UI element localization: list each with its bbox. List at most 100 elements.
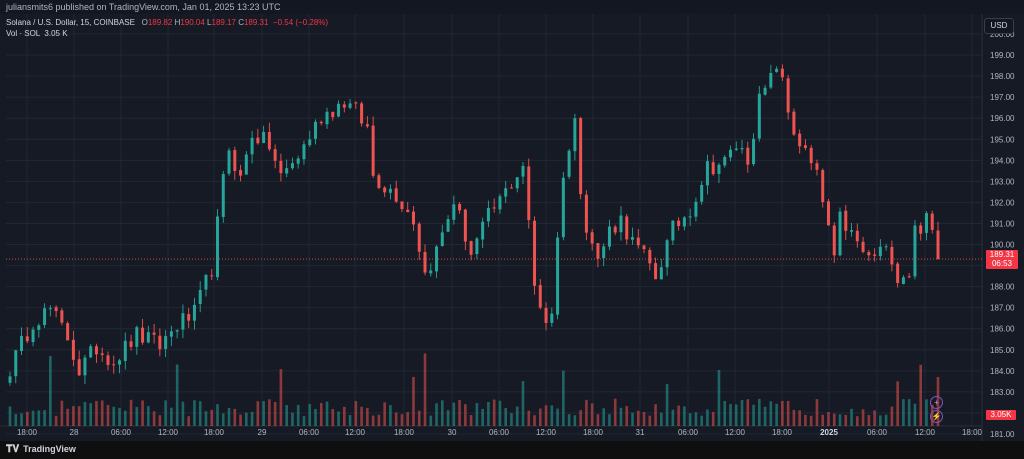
candle-body (613, 226, 617, 233)
candle-body (71, 339, 75, 360)
volume-bar (227, 407, 231, 426)
volume-bar (890, 406, 894, 426)
tradingview-logo[interactable]: 𝐓𝐕 TradingView (6, 444, 76, 455)
volume-bar (654, 404, 657, 426)
candle-body (780, 68, 784, 78)
candle-body (146, 332, 150, 343)
volume-bar (54, 415, 58, 426)
volume-bar (377, 414, 381, 426)
x-tick-label: 12:00 (915, 428, 936, 437)
candle-body (233, 150, 237, 171)
volume-bar (504, 407, 508, 426)
x-tick-label: 06:00 (867, 428, 888, 437)
candle-body (221, 174, 225, 218)
volume-bar (325, 401, 329, 426)
volume-bar (613, 398, 617, 426)
y-tick-label: 184.00 (990, 367, 1015, 376)
y-tick-label: 199.00 (990, 51, 1015, 60)
candle-body (752, 138, 756, 165)
candle-body (717, 164, 721, 174)
volume-bar (14, 414, 18, 426)
candle-body (832, 225, 836, 256)
candle-body (210, 275, 214, 277)
volume-bar (37, 410, 41, 426)
x-tick-label: 12:00 (158, 428, 179, 437)
volume-bar (20, 413, 23, 426)
candle-body (671, 220, 675, 241)
volume-bar (602, 408, 605, 426)
y-tick-label: 196.00 (990, 114, 1015, 123)
volume-bar (429, 415, 433, 426)
candle-body (682, 217, 686, 227)
bar-countdown: 06:53 (991, 259, 1013, 269)
candle-body (792, 111, 796, 135)
volume-label: Vol · SOL (6, 29, 40, 38)
volume-bar (147, 406, 150, 426)
volume-bar (550, 405, 554, 426)
candle-body (855, 230, 859, 242)
volume-bar (752, 404, 755, 426)
candle-body (907, 276, 911, 278)
candle-body (342, 104, 346, 108)
volume-bar (296, 404, 300, 426)
candle-body (826, 201, 830, 226)
lightning-icon[interactable]: ⚡ (930, 410, 943, 423)
volume-bar (498, 400, 502, 426)
candle-body (561, 177, 565, 238)
volume-bar (383, 402, 386, 426)
y-tick-label: 186.00 (990, 325, 1015, 334)
volume-bar (458, 400, 461, 426)
candle-body (204, 274, 208, 290)
y-tick-label: 200.00 (990, 30, 1015, 39)
candle-body (25, 336, 29, 342)
candle-body (458, 203, 462, 211)
volume-bar (527, 410, 531, 426)
volume-bar (360, 406, 363, 426)
candle-body (123, 340, 127, 361)
add-plus-icon[interactable]: + (930, 396, 943, 409)
volume-bar (740, 399, 744, 426)
tradingview-mark-icon: 𝐓𝐕 (6, 444, 20, 455)
candle-body (786, 78, 790, 113)
candle-body (913, 225, 917, 277)
candle-body (354, 102, 358, 104)
volume-bar (106, 405, 110, 426)
candle-body (734, 148, 738, 150)
candle-body (141, 327, 145, 343)
candle-body (648, 249, 652, 264)
candle-body (135, 327, 139, 347)
volume-bar (590, 403, 594, 426)
symbol-name: Solana / U.S. Dollar, 15, COINBASE (6, 18, 135, 27)
candle-body (924, 213, 928, 233)
candle-body (688, 216, 692, 218)
x-tick-label: 29 (258, 428, 267, 437)
x-tick-label: 18:00 (204, 428, 225, 437)
candle-body (158, 335, 162, 350)
volume-bar (187, 416, 190, 426)
volume-bar (469, 415, 473, 426)
volume-bar (665, 384, 669, 426)
candle-body (60, 310, 64, 323)
candle-body (20, 336, 24, 351)
volume-bar (734, 404, 738, 426)
y-tick-label: 197.00 (990, 93, 1015, 102)
candle-body (66, 323, 70, 341)
volume-bar (902, 399, 905, 426)
volume-bar (43, 410, 46, 426)
candle-body (302, 144, 306, 160)
volume-bar (879, 415, 882, 426)
candle-body (325, 111, 329, 125)
y-tick-label: 185.00 (990, 346, 1015, 355)
currency-button[interactable]: USD (984, 18, 1014, 34)
price-chart-svg[interactable]: 181.00182.00183.00184.00185.00186.00187.… (0, 14, 1024, 441)
candle-body (930, 213, 934, 230)
volume-bar (763, 406, 767, 426)
chart-area[interactable]: 181.00182.00183.00184.00185.00186.00187.… (0, 14, 1024, 441)
candle-body (873, 254, 877, 256)
volume-bar (412, 376, 415, 426)
candle-body (919, 225, 923, 234)
volume-bar (487, 401, 490, 426)
candle-body (250, 137, 254, 155)
volume-bar (423, 353, 427, 426)
y-tick-label: 188.00 (990, 283, 1015, 292)
